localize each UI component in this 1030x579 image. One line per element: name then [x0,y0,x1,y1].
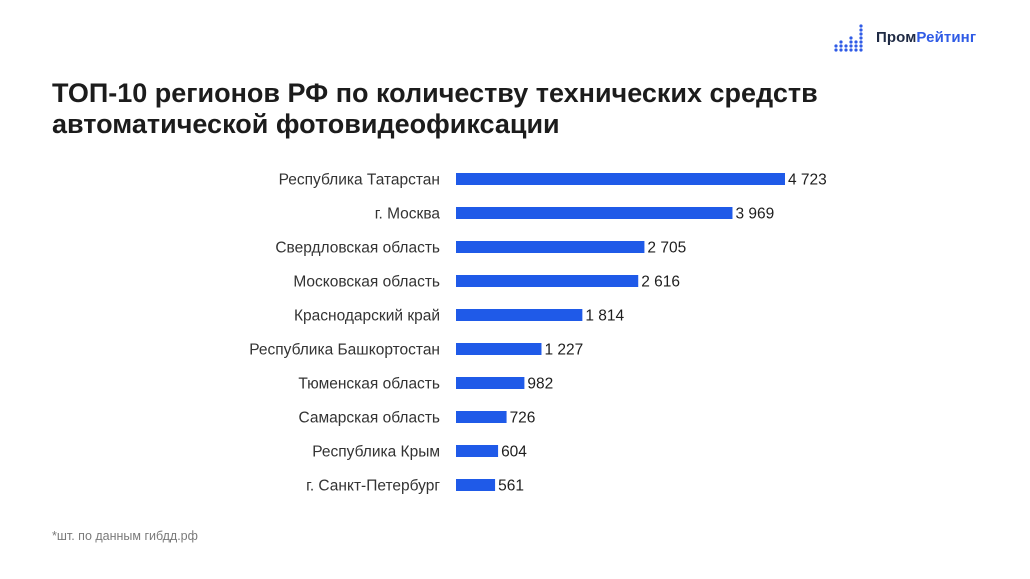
category-label: Самарская область [299,410,440,427]
brand-logo: ПромРейтинг [834,22,976,52]
bar [456,309,583,321]
chart-title: ТОП-10 регионов РФ по количеству техниче… [52,78,952,140]
value-label: 1 227 [544,342,583,359]
category-label: Республика Башкортостан [249,342,440,359]
category-label: Республика Татарстан [279,172,440,189]
bar [456,377,525,389]
value-label: 4 723 [788,172,827,189]
category-label: Московская область [293,274,440,291]
value-label: 726 [510,410,536,427]
category-label: г. Санкт-Петербург [306,478,440,495]
category-label: Республика Крым [312,444,440,461]
bar [456,479,496,491]
brand-name-part2: Рейтинг [916,28,977,46]
value-label: 2 616 [641,274,680,291]
value-label: 561 [498,478,524,495]
value-label: 2 705 [647,240,686,257]
value-label: 604 [501,444,527,461]
bar-chart: Республика Татарстан 4 723 г. Москва 3 969 С… [249,172,827,495]
category-label: Краснодарский край [294,308,440,325]
footnote: *шт. по данным гибдд.рф [52,529,198,543]
category-label: Свердловская область [275,240,440,257]
value-label: 982 [527,376,553,393]
bar [456,241,645,253]
bar [456,411,507,423]
dots-chart-logo-icon [834,24,863,52]
value-label: 3 969 [735,206,774,223]
category-label: г. Москва [375,206,441,223]
bar [456,275,639,287]
brand-name-part1: Пром [876,28,917,46]
bar [456,173,785,185]
chart-title-line2: автоматической фотовидеофиксации [52,109,560,139]
value-label: 1 814 [585,308,624,325]
bar [456,343,542,355]
category-label: Тюменская область [298,376,440,393]
chart-title-line1: ТОП-10 регионов РФ по количеству техниче… [52,78,818,108]
bar [456,445,499,457]
bar [456,207,733,219]
brand-name: ПромРейтинг [876,29,976,46]
